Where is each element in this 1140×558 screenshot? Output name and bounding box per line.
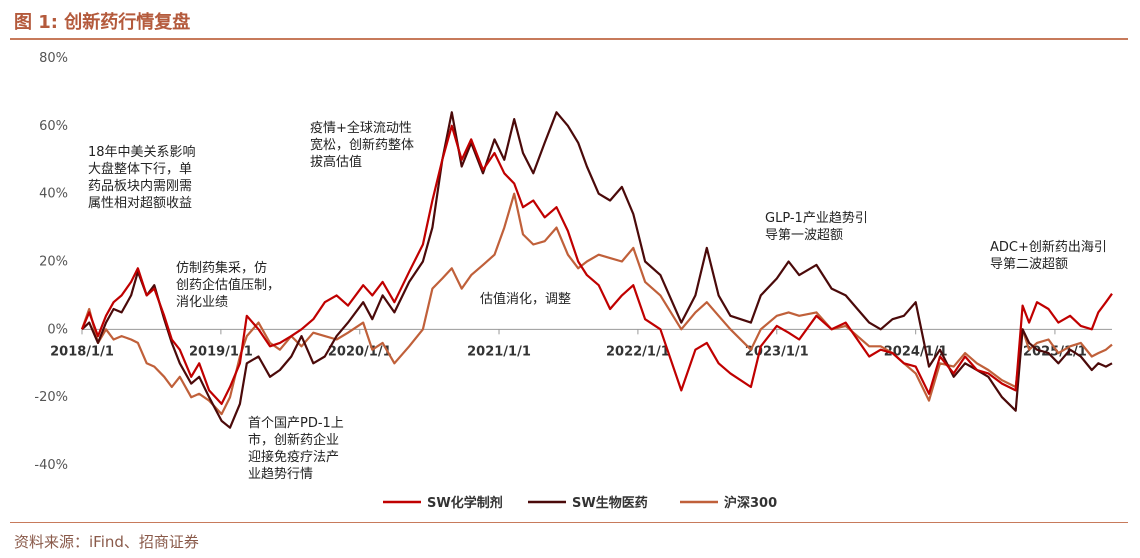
legend-label: 沪深300 xyxy=(724,495,777,511)
annotation-line: 迎接免疫疗法产 xyxy=(248,449,339,465)
series-line-2 xyxy=(80,192,1113,416)
x-tick-label: 2018/1/1 xyxy=(50,344,114,359)
annotation-line: 仿制药集采，仿 xyxy=(176,260,267,276)
line-chart: 80%60%40%20%0%-20%-40% 2018/1/1 2019/1/1 2… xyxy=(34,51,1113,511)
x-tick-label: 2023/1/1 xyxy=(745,344,809,359)
y-axis: 80% 60% 40% 20% 0% -20% -40% xyxy=(34,51,68,473)
x-axis: 2018/1/1 2019/1/1 2020/1/1 2021/1/1 2022/1/1… xyxy=(50,328,1112,359)
annotation-line: 创药企估值压制， xyxy=(176,277,280,293)
x-tick-label: 2024/1/1 xyxy=(884,344,948,359)
annotation-line: ADC+创新药出海引 xyxy=(990,239,1107,255)
annotation-line: 宽松，创新药整体 xyxy=(310,137,414,153)
annotation-line: 首个国产PD-1上 xyxy=(248,416,344,431)
annotation-line: 拔高估值 xyxy=(310,154,362,170)
legend-label: SW化学制剂 xyxy=(427,495,503,511)
title-divider xyxy=(10,38,1128,40)
annotation-layer: 18年中美关系影响大盘整体下行，单药品板块内需刚需属性相对超额收益仿制药集采，仿… xyxy=(88,120,1107,482)
series-layer xyxy=(80,111,1113,429)
y-tick-label: 0% xyxy=(47,322,68,337)
y-tick-label: 20% xyxy=(39,255,68,270)
annotation-line: 导第二波超额 xyxy=(990,257,1068,272)
y-tick-label: -20% xyxy=(34,390,68,405)
annotation-line: 大盘整体下行，单 xyxy=(88,161,192,177)
y-tick-label: 60% xyxy=(39,119,68,134)
annotation-line: 18年中美关系影响 xyxy=(88,144,196,160)
x-tick-label: 2019/1/1 xyxy=(189,344,253,359)
annotation-line: 导第一波超额 xyxy=(765,228,843,243)
y-tick-label: 80% xyxy=(39,51,68,66)
annotation-line: 属性相对超额收益 xyxy=(88,196,192,211)
y-tick-label: 40% xyxy=(39,187,68,202)
annotation-line: 市，创新药企业 xyxy=(248,432,339,448)
legend: SW化学制剂 SW生物医药 沪深300 xyxy=(383,495,777,511)
annotation-line: 业趋势行情 xyxy=(248,466,313,482)
annotation-line: 估值消化，调整 xyxy=(480,291,571,307)
annotation-line: GLP-1产业趋势引 xyxy=(765,210,868,226)
x-tick-label: 2025/1/1 xyxy=(1023,344,1087,359)
x-tick-label: 2020/1/1 xyxy=(328,344,392,359)
series-line-0 xyxy=(80,124,1113,405)
figure-title: 图 1: 创新药行情复盘 xyxy=(14,12,191,33)
x-tick-label: 2021/1/1 xyxy=(467,344,531,359)
annotation-line: 消化业绩 xyxy=(176,295,228,310)
source-note: 资料来源：iFind、招商证券 xyxy=(14,533,199,551)
annotation-line: 药品板块内需刚需 xyxy=(88,178,192,194)
annotation-line: 疫情+全球流动性 xyxy=(310,120,412,136)
legend-label: SW生物医药 xyxy=(572,495,648,511)
series-line-1 xyxy=(81,111,1113,429)
source-divider xyxy=(10,522,1128,523)
x-tick-label: 2022/1/1 xyxy=(606,344,670,359)
y-tick-label: -40% xyxy=(34,458,68,473)
